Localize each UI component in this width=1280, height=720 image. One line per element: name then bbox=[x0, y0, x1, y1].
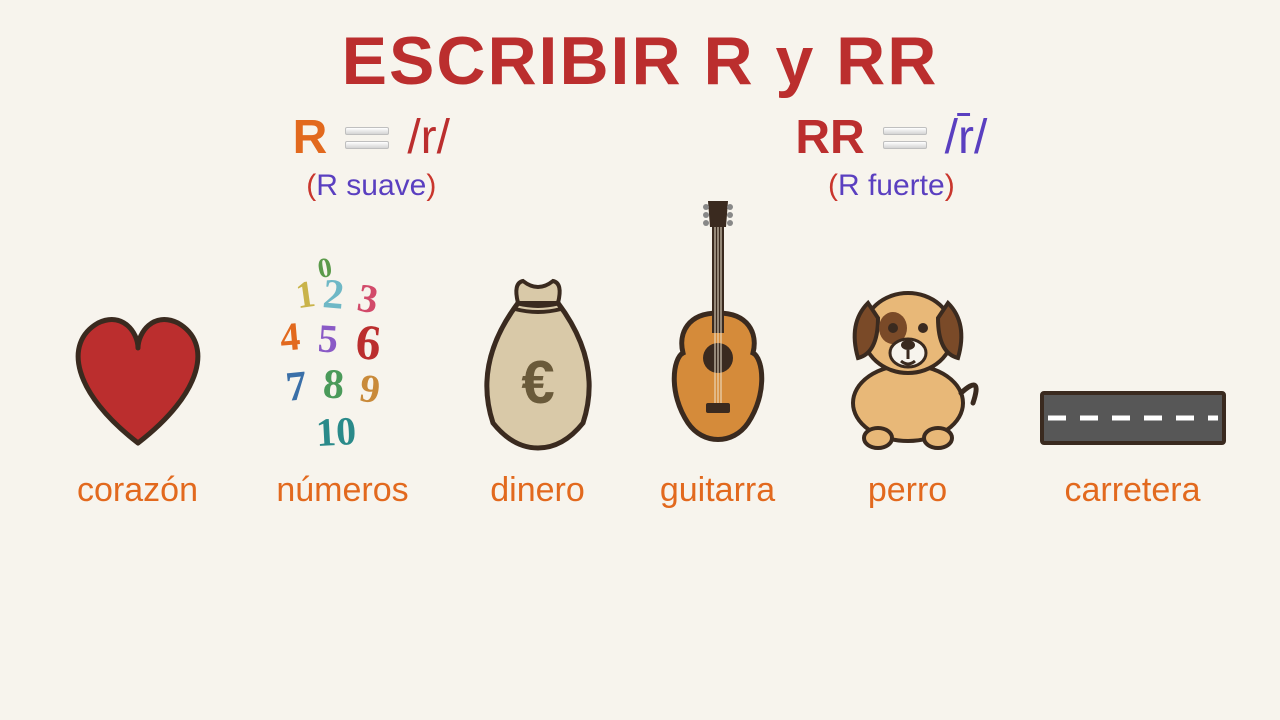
rule-line-right: RR /r̄/ bbox=[795, 110, 987, 165]
dog-icon bbox=[823, 233, 993, 453]
equals-icon bbox=[345, 127, 389, 149]
number-glyph: 6 bbox=[353, 312, 384, 372]
item-dinero: € dinero bbox=[463, 233, 613, 510]
number-glyph: 7 bbox=[283, 362, 309, 412]
item-label: perro bbox=[868, 471, 947, 510]
guitar-icon bbox=[658, 233, 778, 453]
paren-close: ) bbox=[426, 169, 436, 202]
rule-sub-right: (R fuerte) bbox=[795, 169, 987, 203]
number-glyph: 10 bbox=[314, 407, 356, 456]
item-carretera: carretera bbox=[1038, 233, 1228, 510]
item-numeros: 012345678910 números bbox=[268, 233, 418, 510]
paren-open: ( bbox=[306, 169, 316, 202]
numbers-icon: 012345678910 bbox=[268, 233, 418, 453]
rule-rr-strong: RR /r̄/ (R fuerte) bbox=[795, 110, 987, 203]
equals-icon bbox=[883, 127, 927, 149]
rule-letter-rr: RR bbox=[795, 110, 864, 165]
rule-r-soft: R /r/ (R suave) bbox=[293, 110, 450, 203]
svg-text:€: € bbox=[521, 349, 554, 416]
number-glyph: 2 bbox=[320, 270, 345, 320]
number-glyph: 8 bbox=[321, 360, 344, 409]
paren-open: ( bbox=[828, 169, 838, 202]
number-glyph: 4 bbox=[277, 312, 301, 361]
number-glyph: 5 bbox=[316, 314, 339, 362]
items-row: corazón 012345678910 números € dinero bbox=[0, 233, 1280, 510]
item-corazon: corazón bbox=[53, 233, 223, 510]
rule-sub-text-right: R fuerte bbox=[838, 169, 945, 202]
rule-phoneme-rr: /r̄/ bbox=[945, 110, 988, 165]
heart-icon bbox=[53, 233, 223, 453]
item-label: corazón bbox=[77, 471, 198, 510]
rules-row: R /r/ (R suave) RR /r̄/ (R fuerte) bbox=[0, 110, 1280, 203]
rule-letter-r: R bbox=[293, 110, 328, 165]
paren-close: ) bbox=[945, 169, 955, 202]
moneybag-icon: € bbox=[463, 233, 613, 453]
item-label: dinero bbox=[490, 471, 585, 510]
number-glyph: 9 bbox=[356, 364, 382, 413]
rule-phoneme-r: /r/ bbox=[407, 110, 450, 165]
item-label: carretera bbox=[1064, 471, 1200, 510]
item-guitarra: guitarra bbox=[658, 233, 778, 510]
rule-sub-left: (R suave) bbox=[293, 169, 450, 203]
item-label: guitarra bbox=[660, 471, 775, 510]
rule-line-left: R /r/ bbox=[293, 110, 450, 165]
item-label: números bbox=[276, 471, 408, 510]
item-perro: perro bbox=[823, 233, 993, 510]
rule-sub-text-left: R suave bbox=[316, 169, 426, 202]
number-glyph: 1 bbox=[293, 272, 318, 318]
page-title: ESCRIBIR R y RR bbox=[0, 0, 1280, 100]
road-icon bbox=[1038, 233, 1228, 453]
